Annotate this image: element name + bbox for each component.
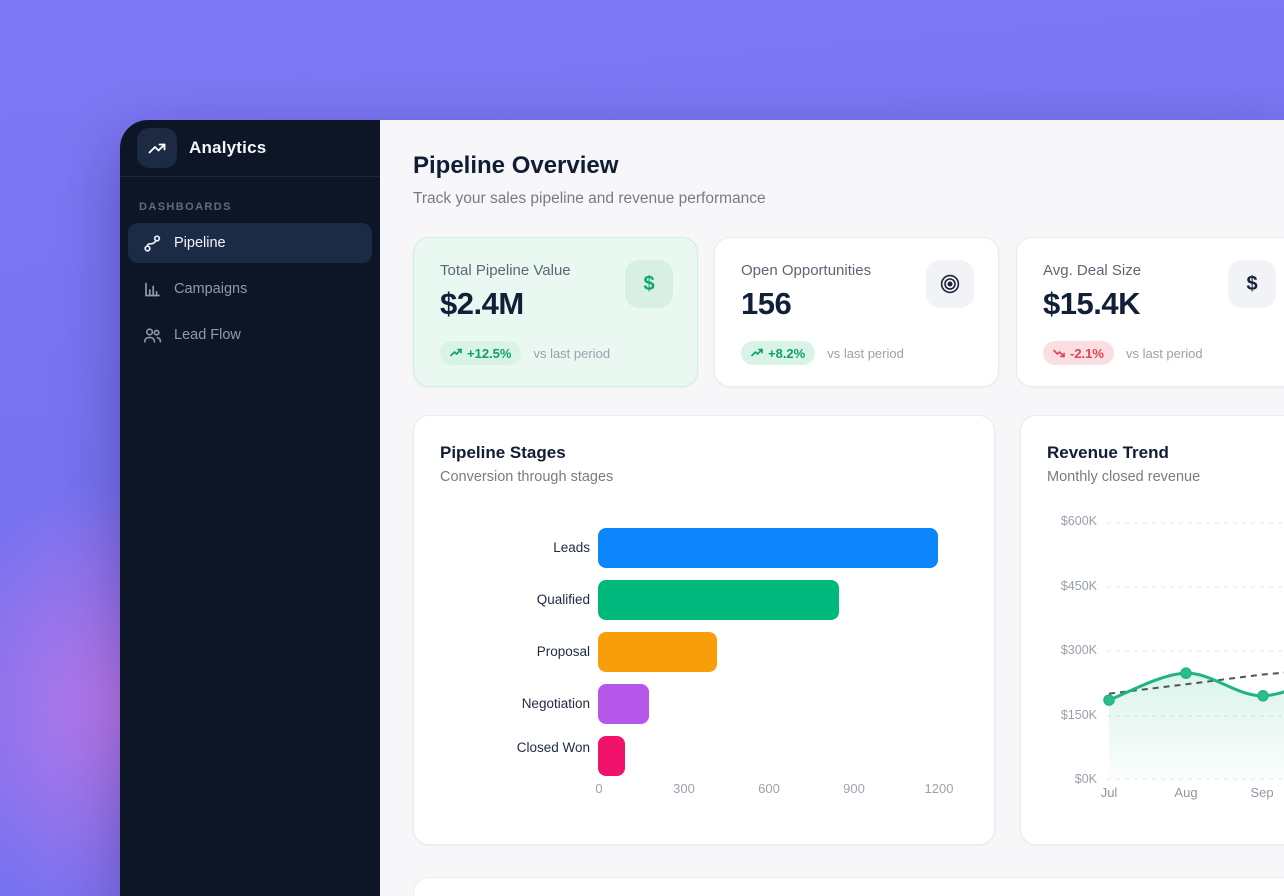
- sidebar-nav: Pipeline Campaigns Lead Flow: [120, 223, 380, 355]
- y-axis-tick: $300K: [1060, 643, 1097, 657]
- sidebar: Analytics DASHBOARDS Pipeline: [120, 120, 380, 896]
- bar-qualified[interactable]: [598, 580, 839, 620]
- change-badge: +12.5%: [440, 341, 522, 365]
- bar-label-closed-won: Closed Won: [516, 740, 590, 755]
- bar-closed-won[interactable]: [598, 736, 625, 776]
- trend-up-icon: [751, 347, 763, 359]
- kpi-label: Avg. Deal Size: [1043, 262, 1142, 279]
- brand-name: Analytics: [189, 138, 267, 157]
- route-icon: [142, 233, 162, 253]
- x-axis-tick: 600: [758, 781, 780, 796]
- x-axis-tick: Aug: [1174, 785, 1198, 800]
- sidebar-item-pipeline[interactable]: Pipeline: [128, 223, 372, 263]
- sidebar-item-label: Campaigns: [174, 281, 248, 297]
- kpi-value: $2.4M: [440, 286, 524, 321]
- chart-title: Revenue Trend: [1047, 443, 1169, 462]
- kpi-card-avg-deal-size: Avg. Deal Size $15.4K $ -2.1% vs last pe…: [1016, 237, 1284, 387]
- kpi-card-total-pipeline-value: Total Pipeline Value $2.4M $ +12.5% vs l…: [413, 237, 698, 387]
- target-icon: [926, 260, 974, 308]
- app-logo: [137, 128, 177, 168]
- revenue-trend-card: Revenue Trend Monthly closed revenue $60…: [1020, 415, 1284, 845]
- change-badge: -2.1%: [1043, 341, 1114, 365]
- change-badge: +8.2%: [741, 341, 816, 365]
- bar-label-negotiation: Negotiation: [521, 696, 590, 711]
- partial-card: [413, 877, 1284, 896]
- bar-proposal[interactable]: [598, 632, 717, 672]
- x-axis-tick: Jul: [1100, 785, 1118, 800]
- trending-up-icon: [147, 138, 167, 158]
- x-axis-tick: 900: [843, 781, 865, 796]
- x-axis-tick: 300: [673, 781, 695, 796]
- sidebar-item-label: Pipeline: [174, 235, 226, 251]
- bar-negotiation[interactable]: [598, 684, 649, 724]
- kpi-value: $15.4K: [1043, 286, 1140, 321]
- y-axis-tick: $600K: [1060, 514, 1097, 528]
- sidebar-section-label: DASHBOARDS: [139, 201, 232, 213]
- chart-subtitle: Monthly closed revenue: [1047, 469, 1201, 485]
- kpi-value: 156: [741, 286, 792, 321]
- page-title: Pipeline Overview: [413, 152, 619, 179]
- compare-label: vs last period: [827, 345, 904, 361]
- compare-label: vs last period: [1125, 345, 1203, 361]
- kpi-card-open-opportunities: Open Opportunities 156 +8.2% vs last per…: [714, 237, 999, 387]
- y-axis-tick: $450K: [1060, 579, 1097, 593]
- bar-chart-icon: [142, 279, 162, 299]
- revenue-line-chart[interactable]: [1103, 508, 1284, 788]
- sidebar-header: Analytics: [120, 120, 380, 177]
- bar-label-qualified: Qualified: [536, 592, 590, 607]
- bar-label-leads: Leads: [553, 540, 590, 555]
- trend-down-icon: [1053, 347, 1065, 359]
- chart-title: Pipeline Stages: [440, 443, 566, 462]
- page-subtitle: Track your sales pipeline and revenue pe…: [413, 190, 766, 207]
- chart-subtitle: Conversion through stages: [440, 469, 614, 485]
- dollar-icon: $: [625, 260, 673, 308]
- y-axis-tick: $150K: [1060, 708, 1097, 722]
- x-axis-tick: 1200: [924, 781, 954, 796]
- compare-label: vs last period: [533, 345, 611, 361]
- x-axis-tick: Sep: [1250, 785, 1274, 800]
- trend-up-icon: [450, 347, 462, 359]
- bar-label-proposal: Proposal: [536, 644, 590, 659]
- sidebar-item-label: Lead Flow: [174, 327, 241, 343]
- kpi-label: Total Pipeline Value: [440, 262, 571, 279]
- app-window: Analytics DASHBOARDS Pipeline: [120, 120, 1284, 896]
- x-axis-tick: 0: [595, 781, 603, 796]
- bar-leads[interactable]: [598, 528, 938, 568]
- main-content: Pipeline Overview Track your sales pipel…: [380, 120, 1284, 896]
- sidebar-item-campaigns[interactable]: Campaigns: [128, 269, 372, 309]
- pipeline-stages-card: Pipeline Stages Conversion through stage…: [413, 415, 995, 845]
- kpi-label: Open Opportunities: [741, 262, 872, 279]
- sidebar-item-lead-flow[interactable]: Lead Flow: [128, 315, 372, 355]
- users-icon: [142, 325, 162, 345]
- dollar-icon: $: [1228, 260, 1276, 308]
- y-axis-tick: $0K: [1074, 772, 1097, 786]
